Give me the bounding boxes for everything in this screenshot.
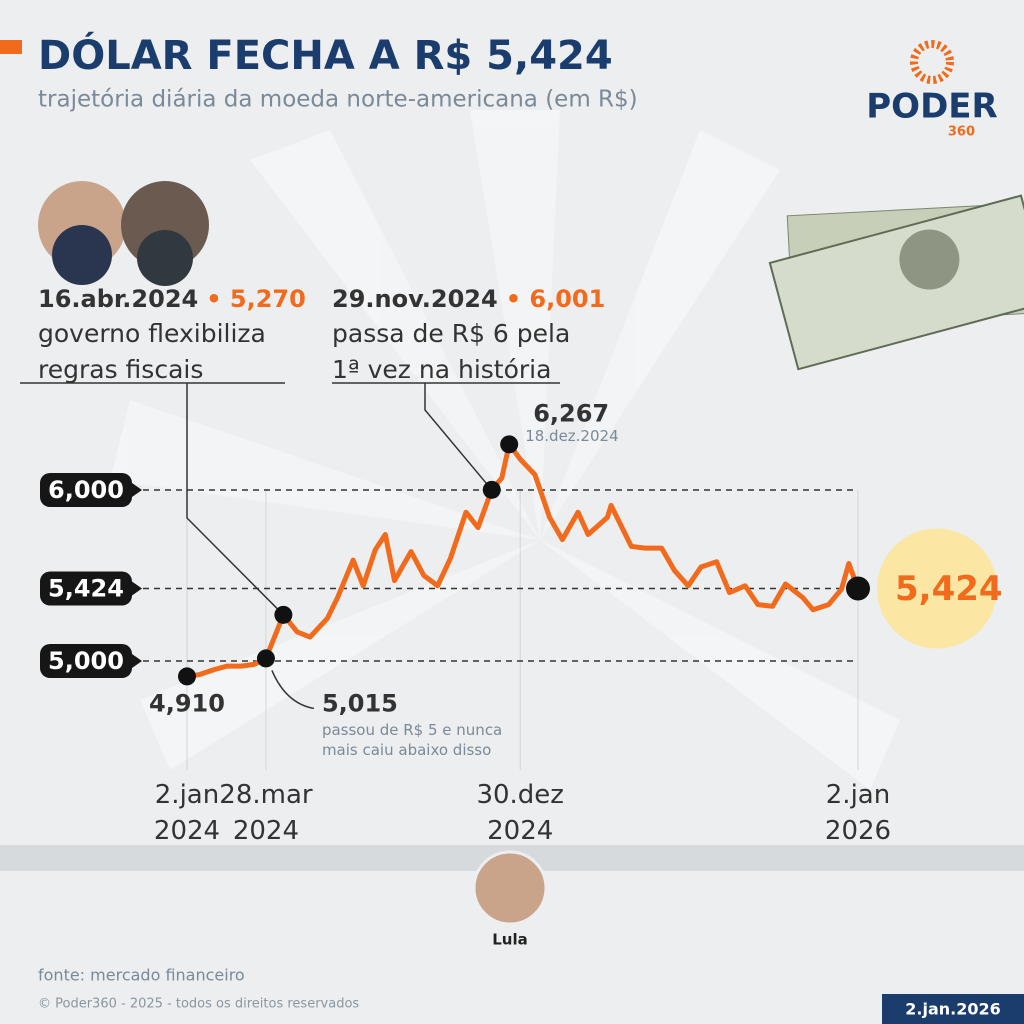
x-tick-label: 28.mar 2024 bbox=[219, 780, 313, 846]
photos-top bbox=[38, 181, 209, 286]
annotation-value: 5,424 bbox=[895, 569, 1003, 609]
brand: PODER bbox=[866, 87, 997, 127]
annotation-text: passa de R$ 6 pela bbox=[332, 319, 570, 348]
x-tick-label-line: 2026 bbox=[825, 816, 891, 846]
line bbox=[186, 441, 861, 679]
annotation-value: 6,267 bbox=[533, 399, 609, 427]
photo-label: Lula bbox=[492, 931, 528, 949]
annotation-dot bbox=[178, 667, 196, 686]
x-tick-label: 30.dez 2024 bbox=[476, 780, 564, 846]
leader bbox=[424, 383, 493, 491]
annotation-date: 16.abr.2024 bbox=[38, 285, 198, 313]
highlight-disc bbox=[877, 528, 997, 649]
x-tick-label: 2.jan 2024 bbox=[154, 780, 220, 846]
title: DÓLAR FECHA A R$ 5,424 bbox=[38, 31, 613, 79]
annotation-text: mais caiu abaixo disso bbox=[322, 741, 491, 759]
y-tick-badge bbox=[40, 571, 132, 606]
logo: PODER 360 bbox=[866, 40, 998, 140]
annotation-text: regras fiscais bbox=[38, 355, 203, 384]
y-tick-pointer bbox=[132, 654, 142, 668]
annotation-value: 4,910 bbox=[149, 689, 225, 717]
copyright: © Poder360 - 2025 - todos os direitos re… bbox=[38, 997, 359, 1012]
annotation-dot bbox=[482, 480, 501, 499]
sunburst bbox=[110, 110, 900, 790]
x-tick-label-line: 2024 bbox=[233, 816, 299, 846]
dollar-bills bbox=[768, 194, 1024, 371]
annotation-date: 29.nov.2024 bbox=[332, 285, 498, 313]
y-tick-label: 5,000 bbox=[48, 647, 124, 675]
annotation-dot bbox=[500, 435, 519, 454]
brand-sub: 360 bbox=[948, 125, 975, 140]
annotation-text: 1ª vez na história bbox=[332, 355, 551, 384]
x-tick-label-line: 2024 bbox=[154, 816, 220, 846]
y-tick-label: 5,424 bbox=[48, 574, 124, 602]
annotation-value: 5,015 bbox=[322, 689, 398, 717]
x-tick-label-line: 28.mar bbox=[219, 780, 313, 810]
annotation-dot bbox=[846, 576, 870, 601]
x-tick-label-line: 30.dez bbox=[476, 780, 564, 810]
annotation-value: • 6,001 bbox=[506, 285, 606, 313]
x-tick-label-line: 2.jan bbox=[826, 780, 890, 810]
y-tick-pointer bbox=[132, 581, 142, 596]
annotation-value: • 5,270 bbox=[206, 285, 306, 313]
x-tick-label-line: 2024 bbox=[487, 816, 553, 846]
date-badge bbox=[882, 994, 1024, 1024]
y-tick-label: 6,000 bbox=[48, 476, 124, 504]
annotation-text: passou de R$ 5 e nunca bbox=[322, 721, 502, 739]
annotation-date: 18.dez.2024 bbox=[525, 427, 618, 445]
source: fonte: mercado financeiro bbox=[38, 966, 245, 985]
subtitle: trajetória diária da moeda norte-america… bbox=[38, 87, 638, 113]
leader bbox=[186, 383, 284, 616]
leader bbox=[271, 670, 315, 710]
annotation-dot bbox=[274, 605, 293, 624]
annotation-dot bbox=[256, 649, 275, 668]
annotation-text: governo flexibiliza bbox=[38, 319, 266, 348]
y-tick-badge bbox=[40, 644, 132, 678]
y-tick-pointer bbox=[132, 483, 142, 497]
x-tick-label-line: 2.jan bbox=[155, 780, 219, 810]
accent bbox=[0, 40, 22, 54]
photo-lula bbox=[472, 850, 548, 926]
x-tick-label: 2.jan 2026 bbox=[825, 780, 891, 846]
date: 2.jan.2026 bbox=[905, 1000, 1001, 1019]
y-tick-badge bbox=[40, 473, 132, 507]
